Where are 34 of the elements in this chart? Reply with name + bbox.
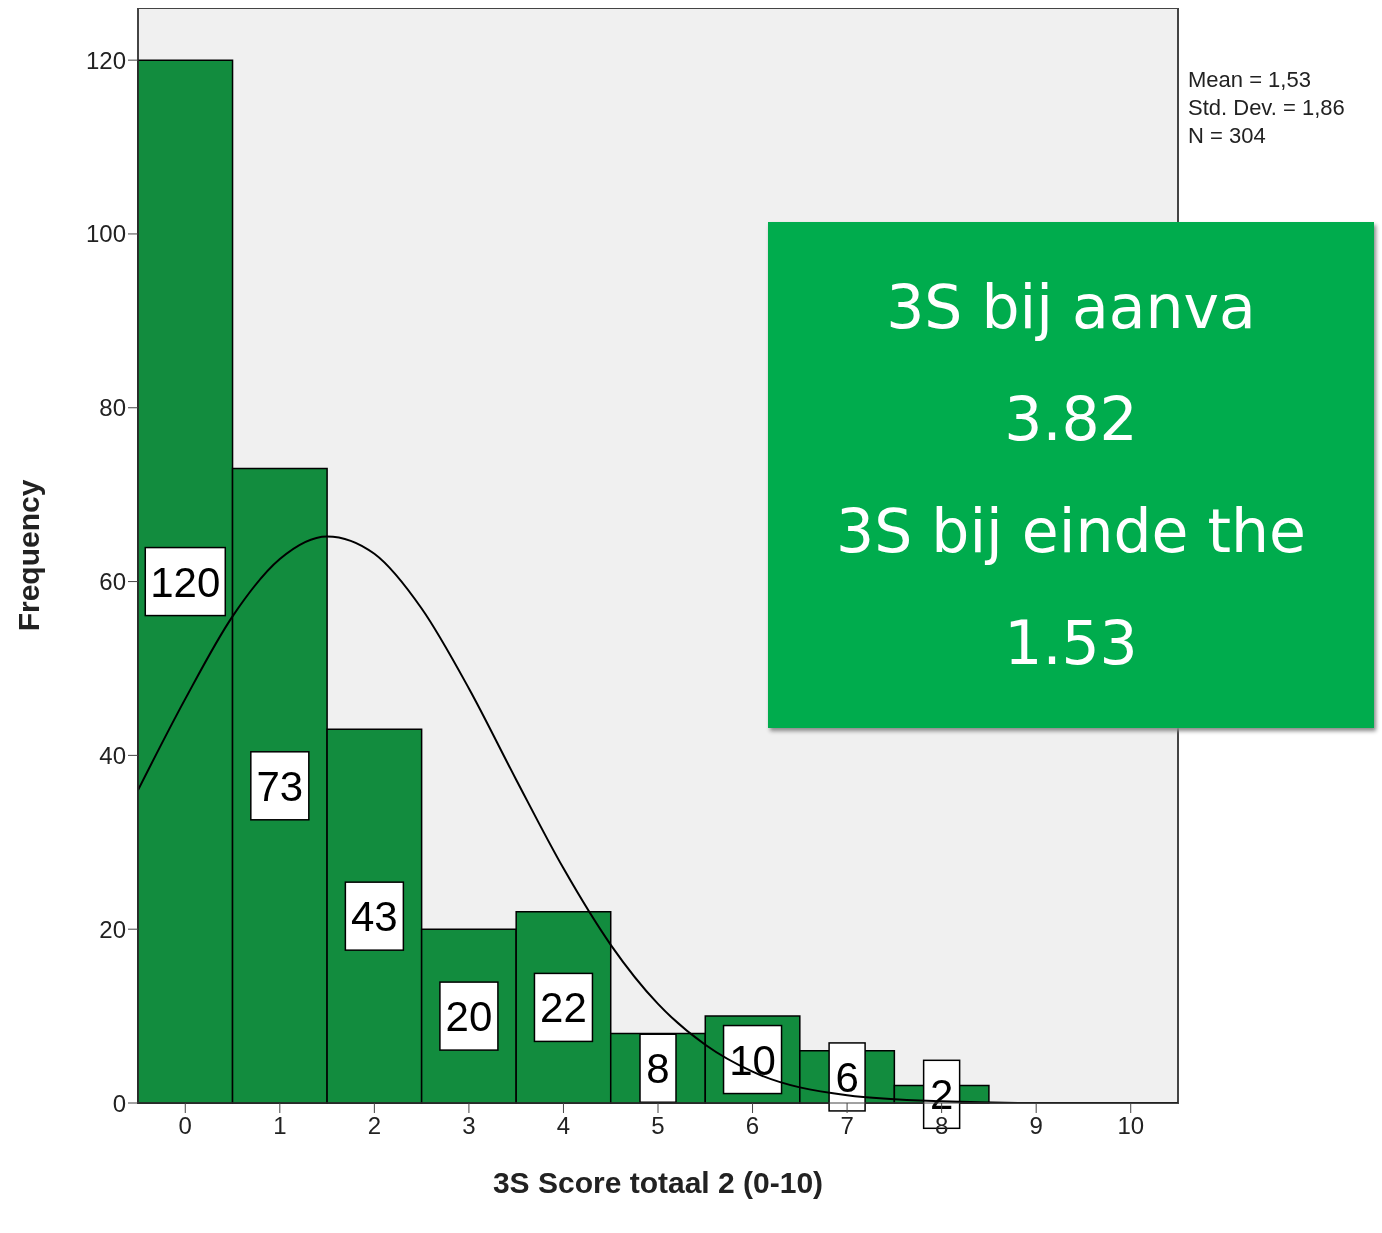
annotation: 3S bij aanva bbox=[886, 271, 1256, 344]
x-tick-label: 9 bbox=[1029, 1112, 1043, 1140]
y-axis-title: Frequency bbox=[11, 479, 45, 632]
x-tick-label: 1 bbox=[273, 1112, 287, 1140]
data-label: 73 bbox=[256, 762, 304, 810]
y-tick-label: 120 bbox=[85, 46, 126, 74]
x-tick-label: 3 bbox=[462, 1112, 476, 1140]
annotation: 1.53 bbox=[1004, 607, 1138, 680]
x-tick-label: 10 bbox=[1117, 1112, 1145, 1140]
x-tick-label: 0 bbox=[178, 1112, 192, 1140]
y-tick-label: 100 bbox=[85, 220, 126, 248]
data-label: 20 bbox=[445, 993, 493, 1041]
x-tick-label: 5 bbox=[651, 1112, 665, 1140]
y-tick-label: 40 bbox=[99, 741, 126, 769]
y-tick-label: 0 bbox=[112, 1089, 126, 1117]
y-tick-label: 20 bbox=[99, 915, 126, 943]
annotation: 3.82 bbox=[1004, 383, 1138, 456]
y-tick-label: 60 bbox=[99, 568, 126, 596]
y-tick-label: 80 bbox=[99, 394, 126, 422]
data-label: 6 bbox=[835, 1053, 859, 1101]
x-tick-label: 7 bbox=[840, 1112, 854, 1140]
data-label: 22 bbox=[540, 984, 587, 1032]
x-tick-label: 2 bbox=[367, 1112, 382, 1140]
data-label: 10 bbox=[729, 1036, 776, 1084]
text: N = 304 bbox=[1188, 122, 1267, 150]
x-axis-title: 3S Score totaal 2 (0-10) bbox=[492, 1166, 824, 1199]
annotation: 3S bij einde the bbox=[836, 495, 1306, 568]
data-label: 43 bbox=[351, 893, 398, 941]
x-tick-label: 6 bbox=[745, 1112, 760, 1140]
data-label: 120 bbox=[150, 558, 221, 606]
text: Mean = 1,53 bbox=[1188, 66, 1312, 94]
data-label: 8 bbox=[646, 1045, 670, 1093]
text: Std. Dev. = 1,86 bbox=[1188, 94, 1345, 122]
x-tick-label: 4 bbox=[556, 1112, 571, 1140]
